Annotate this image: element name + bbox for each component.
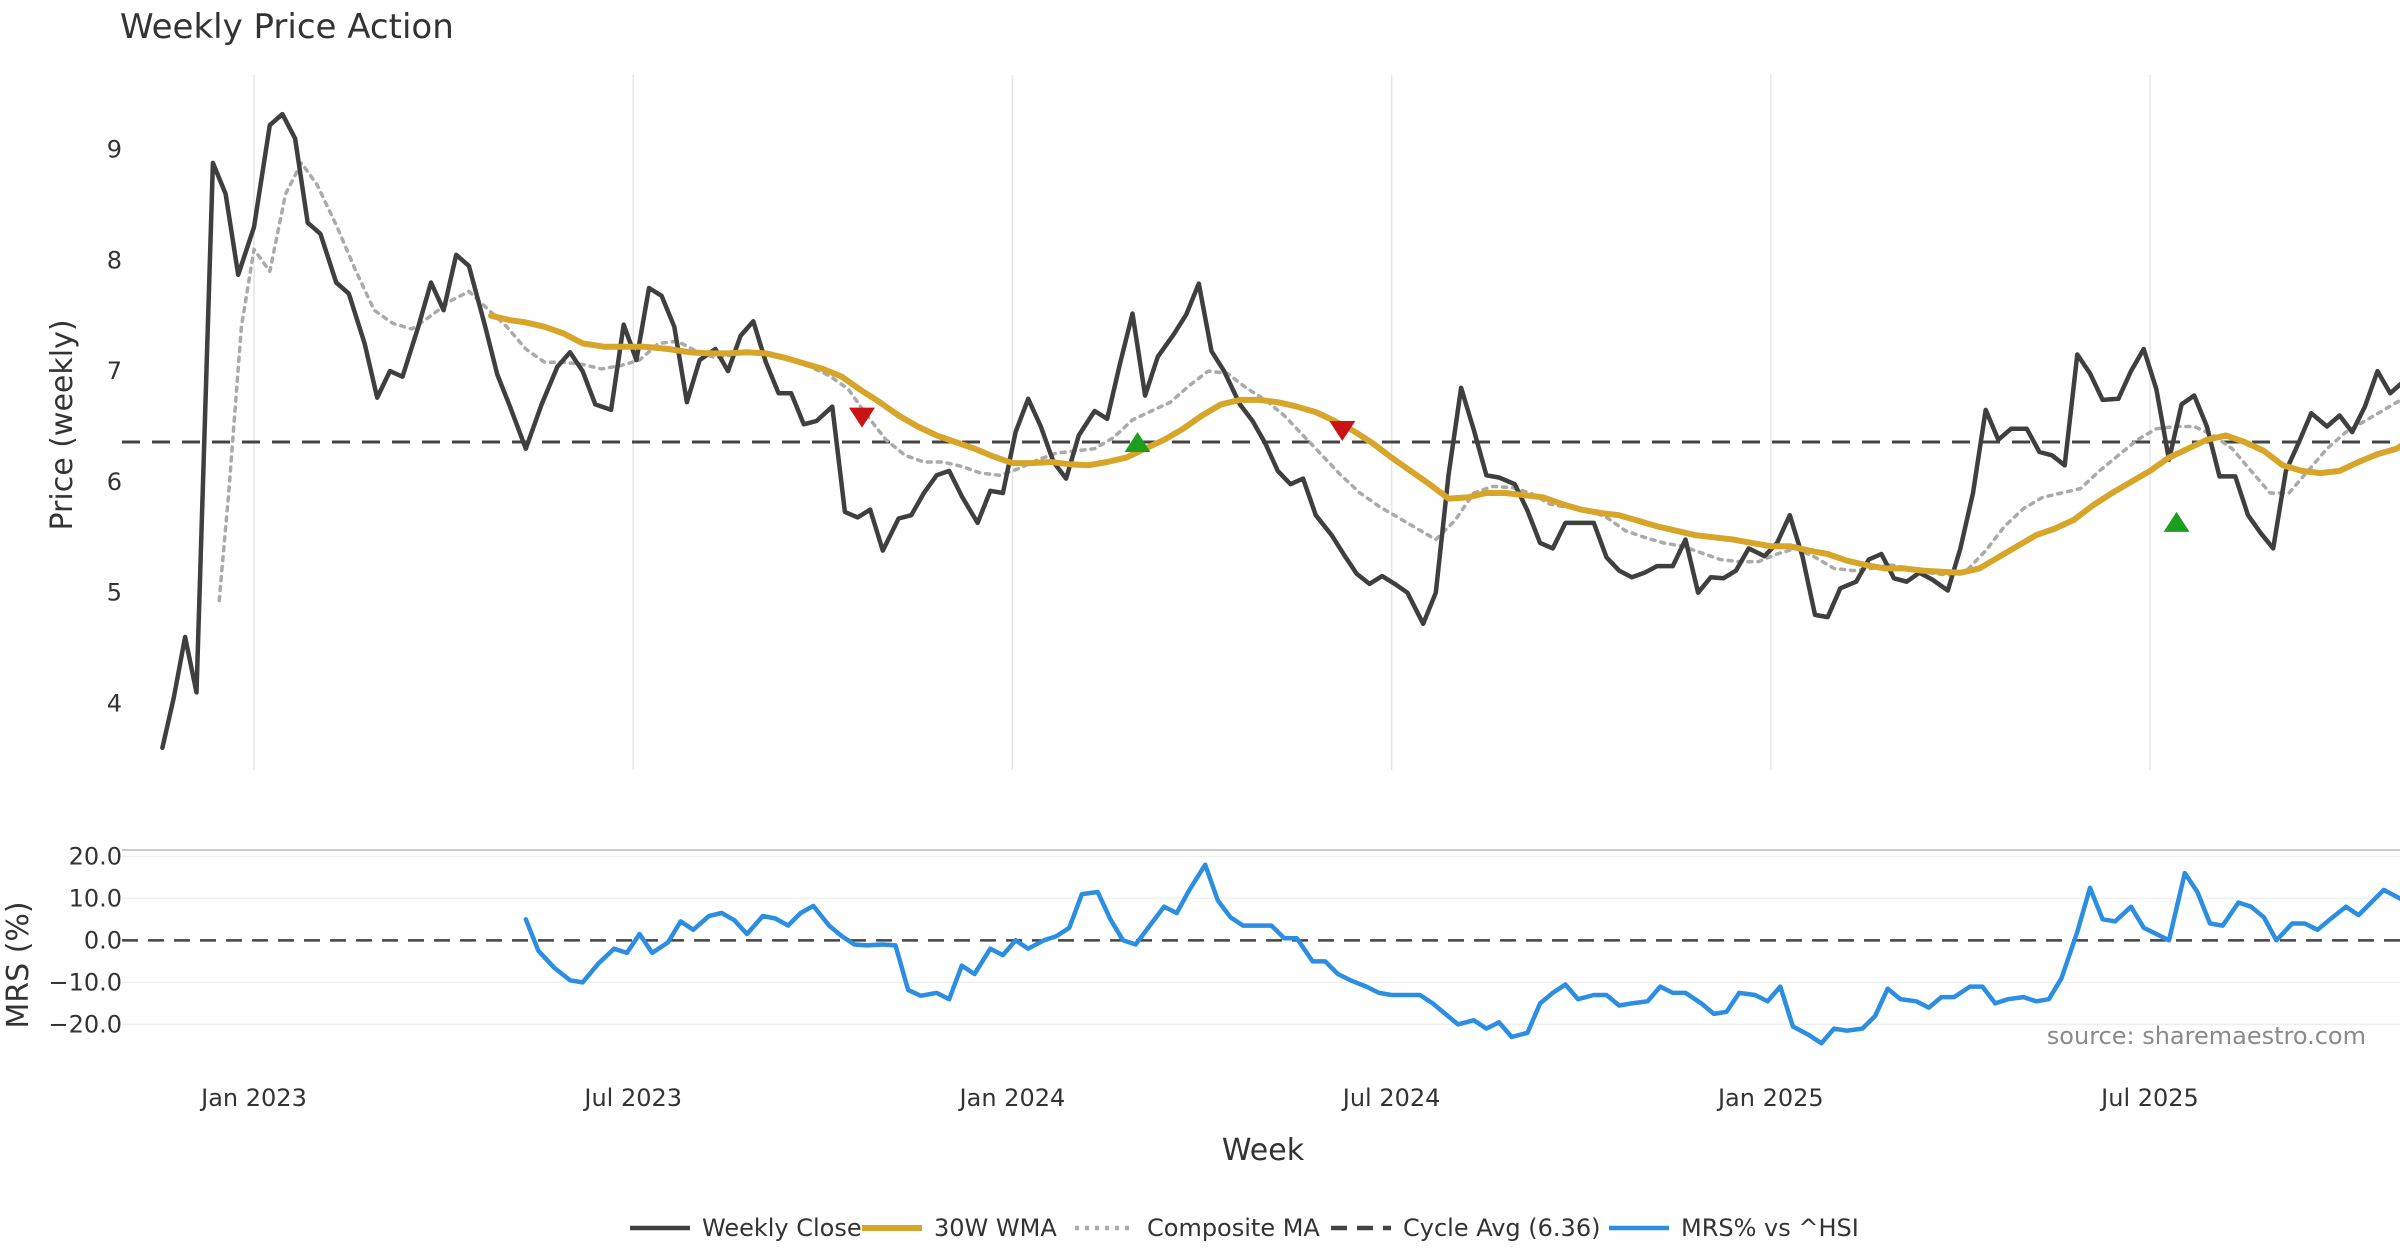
mrs-y-tick-label: 20.0 [69,842,122,870]
price-y-tick-label: 7 [107,357,122,385]
mrs-y-tick-label: 10.0 [69,884,122,912]
x-axis-label: Week [1222,1133,1305,1168]
x-tick-label: Jul 2023 [582,1084,682,1112]
source-note: source: sharemaestro.com [2047,1022,2366,1050]
mrs-gridlines [122,855,2400,1025]
sell-signal-marker [848,407,875,428]
wma-30w-series [488,312,2400,576]
x-tick-label: Jul 2025 [2099,1084,2199,1112]
price-gridlines [253,75,2151,770]
composite-ma-series [217,161,2400,603]
mrs-series [523,862,2400,1046]
legend: Weekly Close 30W WMA Composite MA Cycle Avg… [630,1214,1859,1242]
x-tick-label: Jan 2024 [958,1084,1066,1112]
price-y-tick-label: 6 [107,468,122,496]
legend-label-cycle: Cycle Avg (6.36) [1403,1214,1600,1242]
mrs-y-tick-label: −10.0 [48,968,122,996]
legend-label-close: Weekly Close [702,1214,862,1242]
buy-signal-marker [2163,511,2190,532]
mrs-y-ticks: 20.0 10.0 0.0 −10.0 −20.0 [48,842,122,1038]
mrs-y-tick-label: −20.0 [48,1010,122,1038]
weekly-close-series [160,111,2400,751]
price-y-axis-label: Price (weekly) [45,319,80,530]
x-ticks: Jan 2023 Jul 2023 Jan 2024 Jul 2024 Jan 2025… [199,1084,2199,1112]
mrs-y-tick-label: 0.0 [84,926,122,954]
price-y-tick-label: 5 [107,579,122,607]
price-y-tick-label: 9 [107,136,122,164]
sell-signal-marker [1329,420,1356,441]
price-y-tick-label: 8 [107,246,122,274]
x-tick-label: Jul 2024 [1341,1084,1441,1112]
signal-markers [848,407,2190,532]
mrs-panel: 20.0 10.0 0.0 −10.0 −20.0 MRS (%) source: sh… [1,842,2400,1050]
x-tick-label: Jan 2025 [1716,1084,1824,1112]
price-panel: 4 5 6 7 8 9 Price (weekly) [45,75,2400,770]
legend-label-mrs: MRS% vs ^HSI [1681,1214,1859,1242]
x-tick-label: Jan 2023 [199,1084,307,1112]
legend-label-wma: 30W WMA [934,1214,1057,1242]
legend-label-composite: Composite MA [1147,1214,1320,1242]
mrs-y-axis-label: MRS (%) [1,901,36,1028]
chart-title: Weekly Price Action [120,7,454,47]
price-y-ticks: 4 5 6 7 8 9 [107,136,122,718]
buy-signal-marker [1124,432,1151,453]
price-y-tick-label: 4 [107,690,122,718]
